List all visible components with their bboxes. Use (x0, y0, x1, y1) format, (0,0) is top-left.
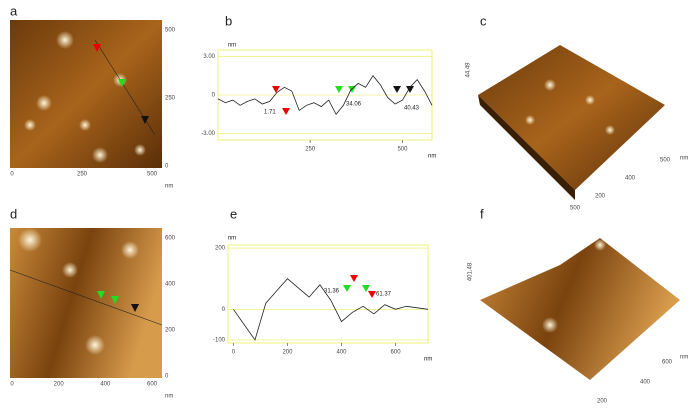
surface-unit: nm (680, 156, 688, 162)
surface-height: 44.49 (466, 62, 472, 78)
annotation: 1.71 (264, 110, 276, 116)
afm-surface (478, 45, 665, 190)
panel-label: b (225, 13, 232, 28)
x-tick-label: 400 (337, 350, 348, 356)
y-axis-label: nm (228, 236, 236, 242)
annotation: 31.36 (324, 289, 340, 295)
surface-tick-label: 500 (570, 206, 581, 212)
panel-label: c (480, 13, 487, 28)
y-tick-label: 200 (215, 246, 226, 252)
y-axis-label: nm (228, 43, 236, 49)
image-tick-label: 250 (165, 96, 176, 102)
image-tick-label: 400 (165, 282, 176, 288)
image-tick-label: 200 (54, 382, 65, 388)
annotation: 61.37 (376, 292, 392, 298)
surface-unit: nm (680, 355, 688, 361)
surface-tick-label: 400 (640, 380, 651, 386)
image-tick-label: 500 (147, 172, 158, 178)
surface-height: 401.48 (468, 262, 474, 281)
y-tick-label: 3.00 (203, 54, 215, 60)
image-tick-label: 600 (147, 382, 158, 388)
image-tick-label: 500 (165, 28, 176, 34)
image-tick-label: 600 (165, 236, 176, 242)
y-tick-label: -100 (213, 338, 226, 344)
x-tick-label: 250 (305, 147, 316, 153)
surface-tick-label: 200 (597, 399, 608, 405)
panel-label: d (10, 206, 17, 221)
image-tick-label: 200 (165, 328, 176, 334)
image-tick-label: 0 (10, 172, 14, 178)
image-unit: nm (165, 394, 173, 400)
surface-tick-label: 600 (662, 360, 673, 366)
x-tick-label: 500 (397, 147, 408, 153)
image-tick-label: 0 (165, 164, 169, 170)
y-tick-label: -3.00 (201, 131, 215, 137)
x-axis-label: nm (428, 154, 436, 160)
panel-label: a (10, 3, 18, 18)
figure: a b c d e f 500 250 0 0 250 500 nm 600 400 200 0 0 200 400 6… (0, 0, 688, 409)
afm-surface (480, 238, 680, 380)
x-tick-label: 0 (232, 350, 236, 356)
image-tick-label: 0 (10, 382, 14, 388)
y-tick-label: 0 (222, 307, 226, 313)
x-axis-label: nm (424, 357, 432, 363)
y-tick-label: 0 (212, 93, 216, 99)
surface-tick-label: 200 (595, 194, 606, 200)
panel-label: e (230, 206, 237, 221)
annotation: 40.43 (404, 106, 420, 112)
surface-tick-label: 400 (625, 176, 636, 182)
x-tick-label: 200 (282, 350, 293, 356)
x-tick-label: 600 (391, 350, 402, 356)
image-tick-label: 250 (77, 172, 88, 178)
panel-label: f (480, 206, 484, 221)
image-tick-label: 0 (165, 374, 169, 380)
image-unit: nm (165, 184, 173, 190)
surface-tick-label: 500 (660, 158, 671, 164)
image-tick-label: 400 (100, 382, 111, 388)
annotation: 34.06 (346, 102, 362, 108)
